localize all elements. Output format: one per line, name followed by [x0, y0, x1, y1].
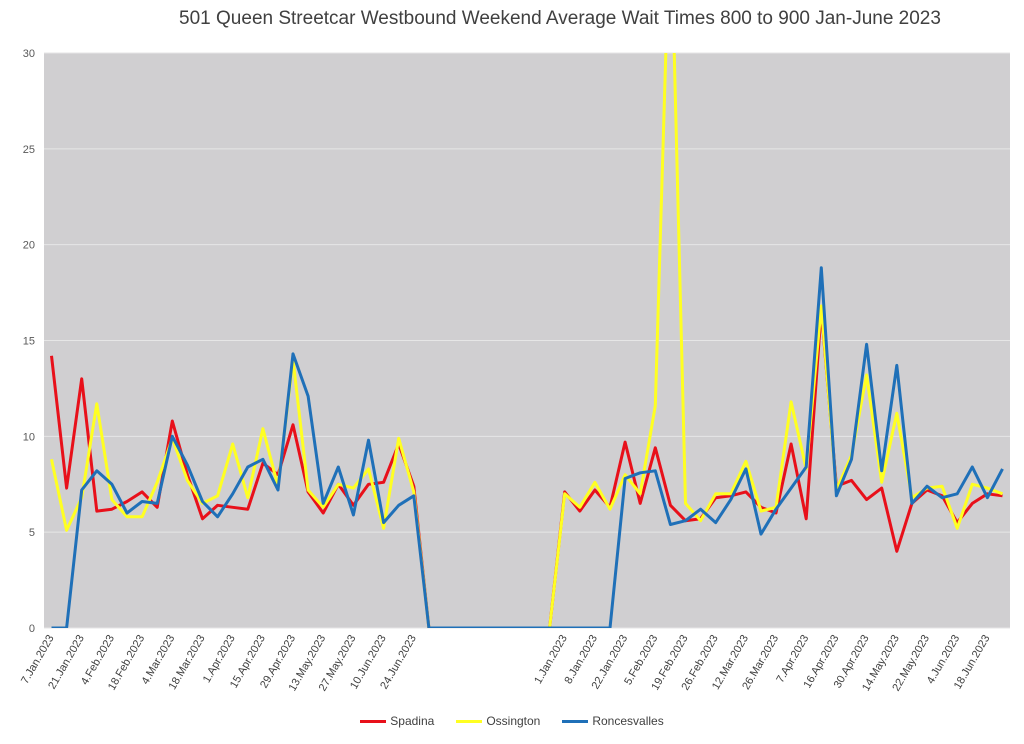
legend-swatch	[360, 719, 387, 723]
legend-label: Ossington	[486, 714, 541, 728]
y-tick-label: 30	[23, 48, 35, 60]
y-tick-label: 25	[23, 144, 35, 156]
series-line-spadina	[50, 308, 1003, 628]
legend-item-roncesvalles: Roncesvalles	[562, 714, 664, 728]
series-lines	[50, 53, 1004, 628]
y-tick-label: 0	[29, 623, 35, 635]
y-tick-label: 20	[23, 240, 35, 252]
y-tick-label: 5	[29, 527, 35, 539]
y-tick-label: 15	[23, 336, 35, 348]
legend-swatch	[562, 719, 589, 723]
legend-swatch	[456, 719, 483, 723]
legend-item-ossington: Ossington	[456, 714, 540, 728]
series-line-roncesvalles	[51, 266, 1004, 628]
chart-title: 501 Queen Streetcar Westbound Weekend Av…	[179, 8, 941, 29]
y-axis: 0 5 10 15 20 25 30	[23, 48, 35, 635]
legend-item-spadina: Spadina	[360, 714, 434, 728]
legend-label: Roncesvalles	[592, 714, 664, 728]
x-axis: 7.Jan.202321.Jan.20234.Feb.202318.Feb.20…	[19, 633, 992, 693]
series-line-ossington	[50, 53, 1004, 628]
legend-label: Spadina	[390, 714, 435, 728]
legend: Spadina Ossington Roncesvalles	[0, 714, 1024, 728]
y-tick-label: 10	[23, 431, 35, 443]
